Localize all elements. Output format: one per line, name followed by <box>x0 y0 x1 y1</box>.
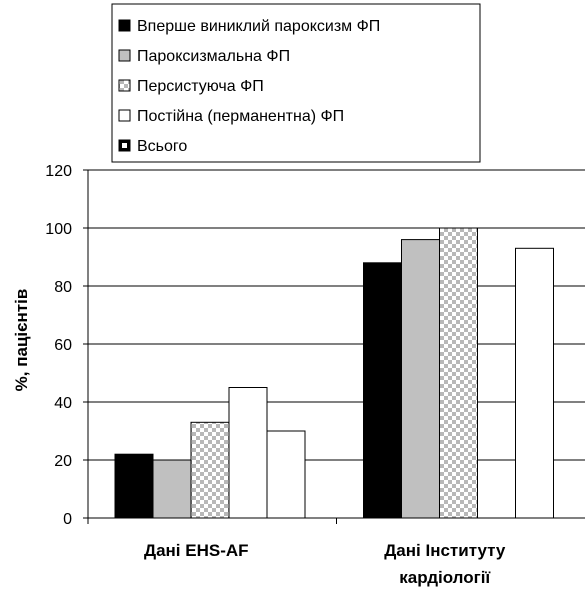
y-tick-label: 0 <box>63 511 72 528</box>
y-tick-label: 120 <box>45 163 72 180</box>
x-category-label: Дані EHS-AF <box>144 541 249 560</box>
bar <box>114 453 154 519</box>
bar <box>152 459 192 519</box>
y-tick-label: 100 <box>45 221 72 238</box>
bar <box>266 430 306 519</box>
x-category-labels: Дані EHS-AF Дані Інституту кардіології <box>144 541 506 587</box>
legend-swatch <box>118 79 131 92</box>
legend-swatch <box>118 19 131 32</box>
x-category-label: Дані Інституту <box>384 541 506 560</box>
legend-label: Всього <box>137 138 187 155</box>
y-tick-labels: 0 20 40 60 80 100 120 <box>45 163 72 528</box>
bars <box>114 227 554 519</box>
bar <box>515 247 554 519</box>
y-tick-label: 80 <box>54 279 72 296</box>
legend-swatch <box>118 49 131 62</box>
bar <box>401 239 440 519</box>
bar <box>228 387 268 519</box>
axes <box>83 169 585 524</box>
y-tick-label: 40 <box>54 395 72 412</box>
legend-box <box>111 3 481 163</box>
bar <box>363 262 402 519</box>
legend-label: Вперше виниклий пароксизм ФП <box>137 18 380 35</box>
y-tick-label: 60 <box>54 337 72 354</box>
legend: Вперше виниклий пароксизм ФП Пароксизмаль… <box>111 3 481 163</box>
bar <box>190 421 230 519</box>
y-axis-title: %, пацієнтів <box>12 289 31 392</box>
legend-label: Персистуюча ФП <box>137 78 264 95</box>
gridlines <box>88 169 585 461</box>
legend-swatch <box>118 109 131 122</box>
legend-swatch-inner <box>122 143 127 148</box>
legend-label: Пароксизмальна ФП <box>137 48 290 65</box>
y-tick-label: 20 <box>54 453 72 470</box>
legend-label: Постійна (перманентна) ФП <box>137 108 344 125</box>
bar <box>439 227 478 519</box>
x-category-label: кардіології <box>399 568 491 587</box>
